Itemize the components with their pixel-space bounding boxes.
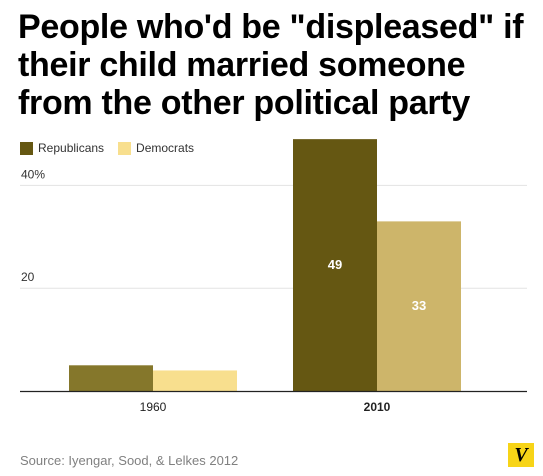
y-tick-label-20: 20 [21,270,35,284]
y-tick-label-40: 40% [21,167,45,181]
source-note: Source: Iyengar, Sood, & Lelkes 2012 [20,453,239,468]
legend-swatch-democrats [118,141,132,155]
legend-item-democrats: Democrats [118,141,194,155]
x-tick-label-1960: 1960 [140,400,167,414]
bar-democrats-1960 [153,370,237,391]
legend: Republicans Democrats [20,140,208,156]
data-label-democrats-2010: 33 [412,298,426,313]
legend-label-democrats: Democrats [136,141,195,155]
bar-republicans-1960 [69,365,153,391]
bar-republicans-2010 [293,139,377,391]
legend-swatch-republicans [20,141,33,155]
legend-item-republicans: Republicans [20,141,104,155]
bar-democrats-2010 [377,221,461,391]
chart-title: People who'd be "displeased" if their ch… [18,8,524,122]
vox-logo-letter: V [514,444,528,466]
vox-logo: V [508,443,534,467]
x-tick-label-2010: 2010 [364,400,391,414]
data-label-republicans-2010: 49 [328,257,342,272]
legend-label-republicans: Republicans [38,141,105,155]
